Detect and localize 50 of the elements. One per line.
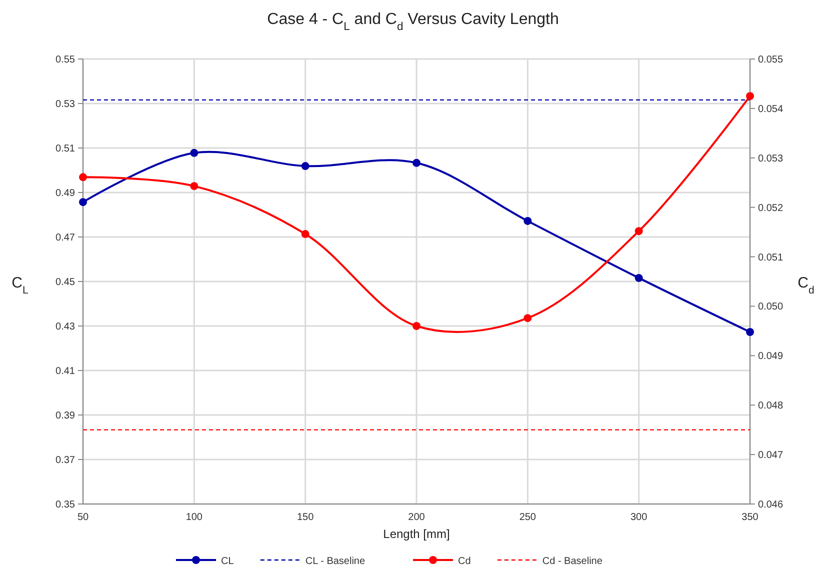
y2-tick-label: 0.052 [758, 202, 784, 214]
point [524, 314, 532, 322]
point [79, 198, 87, 206]
x-tick-label: 250 [519, 512, 536, 523]
legend-label: CL [221, 556, 234, 567]
y2-tick-label: 0.055 [758, 54, 784, 66]
y-tick-label: 0.43 [56, 322, 76, 332]
chart-title: Case 4 - C$_{L}$ and C$_{d}$ Versus Cavity Length [267, 11, 559, 33]
legend-label: Cd [458, 556, 471, 567]
y-tick-label: 0.47 [56, 232, 76, 244]
y-tick-label: 0.49 [56, 188, 76, 199]
point [524, 216, 532, 225]
y2-tick-label: 0.049 [758, 351, 784, 362]
point [634, 227, 643, 236]
y-tick-label: 0.41 [56, 366, 76, 377]
y2-tick-label: 0.050 [758, 302, 784, 313]
point [301, 162, 310, 170]
y2-tick-label: 0.054 [758, 104, 784, 115]
y2-tick-label: 0.048 [758, 400, 784, 412]
x-axis-title: Length [mm] [383, 527, 450, 541]
point [746, 328, 754, 336]
legend-label: Cd - Baseline [542, 556, 603, 567]
y2-tick-label: 0.053 [758, 153, 784, 164]
x-tick-label: 50 [77, 512, 89, 523]
y-tick-label: 0.53 [56, 99, 76, 110]
y2-axis-title: C$_{d}$ [798, 274, 814, 296]
x-tick-label: 100 [186, 512, 203, 523]
x-tick-label: 300 [630, 512, 648, 523]
point [412, 158, 420, 167]
legend-label: CL - Baseline [305, 556, 366, 567]
point [301, 230, 310, 238]
y-tick-label: 0.45 [56, 277, 76, 288]
y2-tick-label: 0.046 [758, 500, 784, 510]
y-tick-label: 0.35 [56, 500, 76, 510]
y2-tick-label: 0.051 [758, 252, 784, 264]
x-tick-label: 150 [296, 512, 314, 523]
point [746, 92, 754, 100]
point [79, 173, 87, 182]
y-tick-label: 0.55 [56, 54, 76, 66]
point [412, 322, 420, 330]
point [190, 182, 198, 190]
y-axis-title: C$_{L}$ [12, 274, 28, 296]
y-tick-label: 0.39 [56, 410, 76, 422]
x-tick-label: 200 [408, 512, 426, 523]
y2-tick-label: 0.047 [758, 450, 784, 462]
point [634, 274, 643, 282]
y-tick-label: 0.37 [56, 455, 76, 466]
point [190, 148, 198, 157]
x-tick-label: 350 [742, 512, 759, 523]
y-tick-label: 0.51 [56, 144, 76, 154]
